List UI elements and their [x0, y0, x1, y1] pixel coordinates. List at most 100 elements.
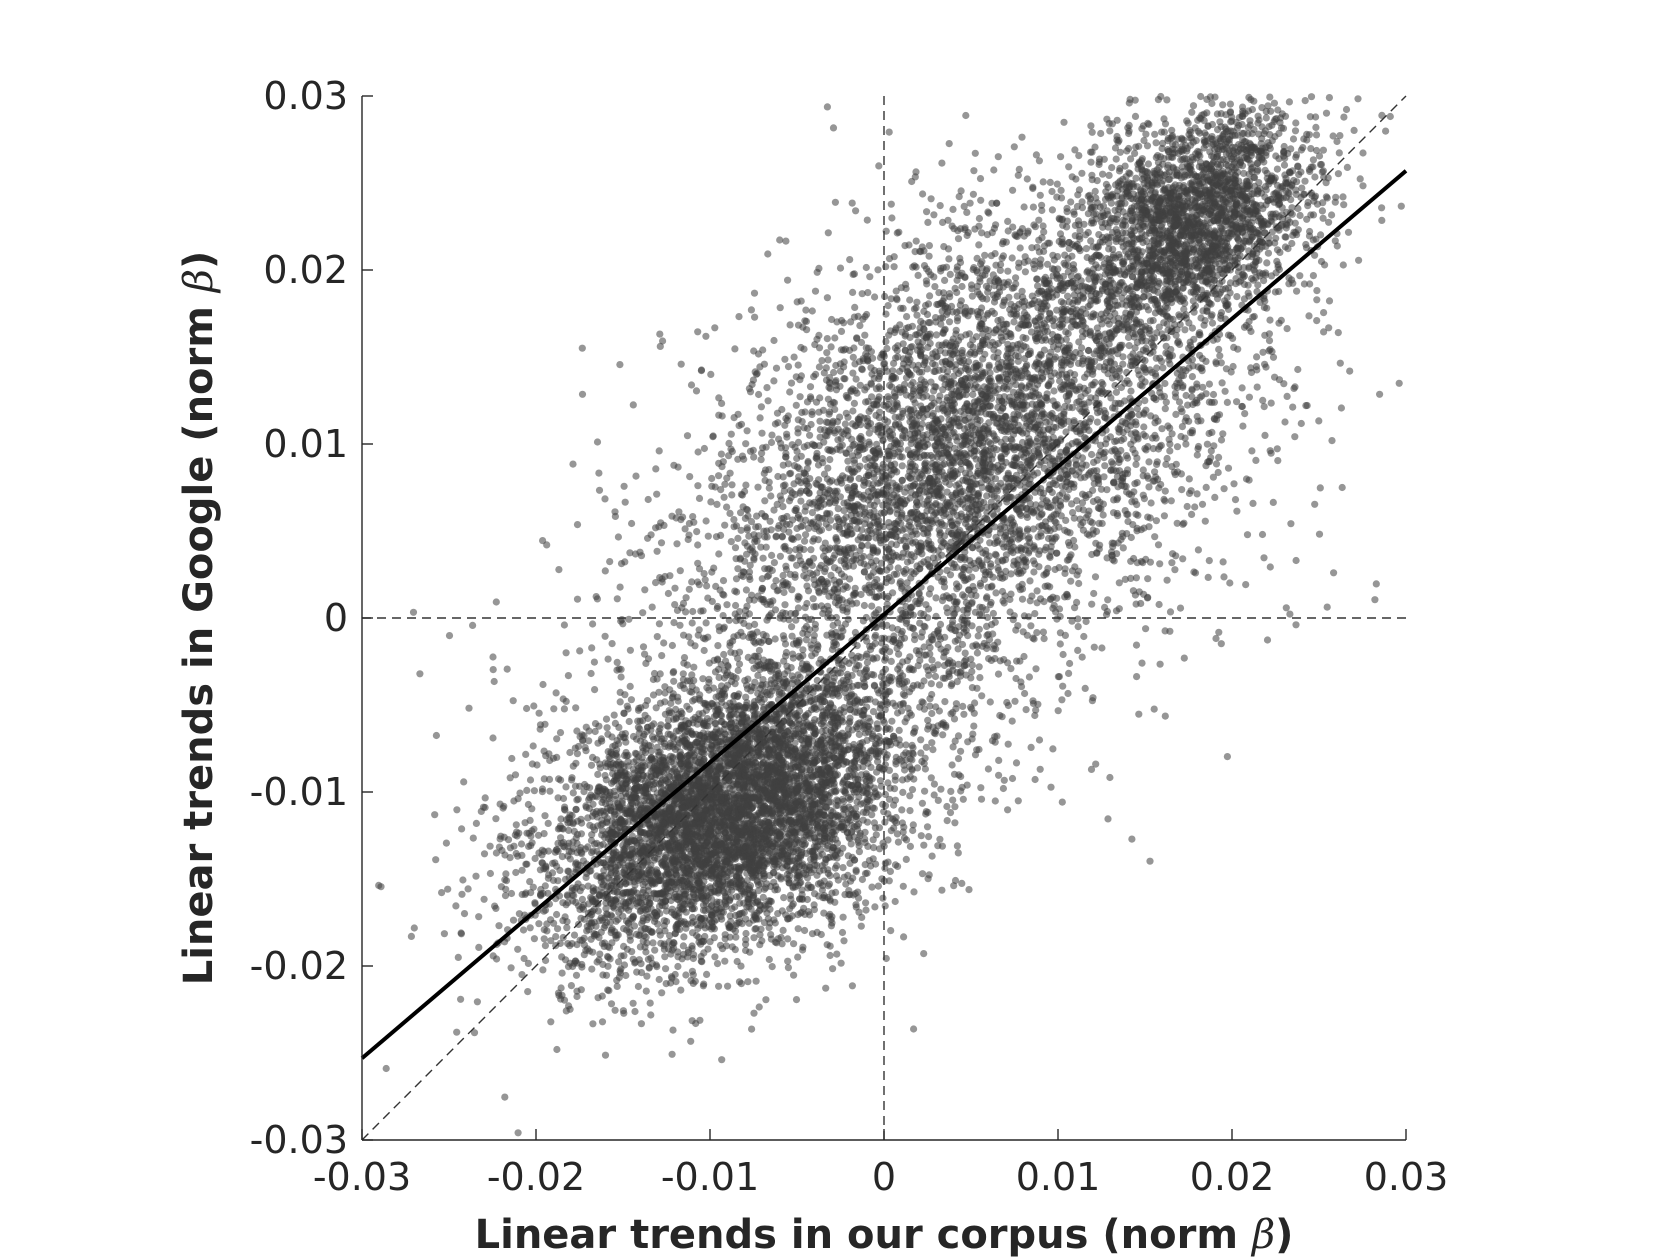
scatter-point [560, 843, 569, 851]
scatter-point [518, 890, 526, 899]
scatter-point [660, 639, 668, 647]
scatter-point [472, 872, 480, 880]
scatter-point [701, 841, 709, 849]
scatter-point [460, 910, 469, 918]
scatter-point [514, 945, 522, 953]
scatter-point [770, 878, 778, 886]
scatter-point [794, 753, 802, 761]
scatter-point [906, 842, 915, 851]
scatter-point [796, 895, 804, 903]
scatter-point [928, 852, 936, 860]
scatter-point [920, 950, 928, 958]
scatter-point [642, 987, 650, 995]
scatter-point [653, 633, 661, 641]
scatter-point [598, 831, 606, 839]
scatter-point [1059, 650, 1067, 659]
scatter-point [751, 925, 759, 933]
scatter-point [553, 735, 561, 743]
scatter-point [540, 935, 548, 943]
scatter-point [954, 849, 962, 857]
scatter-point [855, 848, 864, 856]
scatter-point [704, 945, 712, 953]
scatter-point [924, 716, 932, 724]
scatter-point [572, 971, 581, 979]
scatter-point [630, 922, 639, 930]
scatter-point [524, 959, 533, 968]
scatter-point [957, 747, 965, 755]
scatter-point [472, 819, 480, 828]
scatter-point [587, 761, 596, 769]
scatter-point [407, 932, 415, 941]
scatter-point [765, 818, 773, 826]
scatter-point [603, 952, 612, 961]
scatter-point [838, 928, 847, 937]
scatter-point [669, 693, 677, 701]
scatter-point [598, 992, 606, 1000]
scatter-point [688, 671, 696, 679]
scatter-point [512, 868, 520, 877]
scatter-point [755, 881, 763, 889]
scatter-point [540, 830, 548, 838]
scatter-point [613, 658, 621, 667]
scatter-point [613, 982, 621, 991]
scatter-point [495, 922, 503, 930]
scatter-point [543, 927, 551, 935]
scatter-point [742, 929, 750, 938]
scatter-point [620, 952, 628, 960]
scatter-point [528, 805, 536, 813]
scatter-point [580, 934, 588, 942]
scatter-point [715, 982, 723, 990]
scatter-point [615, 973, 623, 982]
scatter-point [625, 717, 633, 726]
scatter-point [928, 739, 936, 747]
scatter-point [544, 819, 552, 828]
scatter-point [1021, 689, 1029, 698]
scatter-point [784, 935, 792, 943]
scatter-point [799, 943, 807, 951]
scatter-point [519, 926, 528, 934]
scatter-point [626, 902, 635, 911]
scatter-point [596, 950, 604, 958]
scatter-point [711, 953, 719, 961]
scatter-point [700, 980, 708, 988]
scatter-point [710, 934, 718, 942]
scatter-point [1065, 669, 1073, 678]
scatter-point [689, 954, 698, 963]
scatter-point [489, 952, 497, 960]
scatter-point [871, 903, 879, 911]
scatter-point [459, 876, 467, 884]
scatter-point [995, 771, 1003, 779]
scatter-point [975, 625, 983, 633]
scatter-point [721, 957, 729, 965]
scatter-point [690, 663, 698, 671]
scatter-point [852, 866, 860, 874]
scatter-point [892, 813, 900, 822]
scatter-point [607, 1000, 616, 1008]
scatter-point [634, 982, 643, 991]
scatter-point [591, 792, 600, 800]
scatter-point [769, 746, 777, 754]
scatter-point [840, 797, 848, 805]
scatter-point [668, 946, 676, 954]
scatter-point [775, 809, 783, 817]
scatter-point [891, 772, 899, 781]
scatter-point [909, 826, 917, 835]
scatter-point [742, 946, 750, 955]
scatter-point [569, 762, 577, 770]
scatter-point [906, 773, 914, 781]
scatter-point [650, 735, 658, 743]
scatter-point [930, 780, 939, 788]
scatter-point [978, 692, 986, 700]
scatter-point [901, 766, 909, 774]
scatter-point [655, 975, 663, 984]
scatter-point [668, 641, 677, 650]
scatter-point [625, 615, 633, 623]
scatter-point [541, 942, 550, 950]
scatter-point [594, 770, 602, 779]
scatter-point [948, 761, 956, 769]
scatter-point [576, 647, 584, 655]
scatter-point [702, 706, 711, 714]
scatter-point [571, 885, 579, 894]
scatter-point [811, 750, 820, 758]
scatter-point [620, 1009, 628, 1017]
